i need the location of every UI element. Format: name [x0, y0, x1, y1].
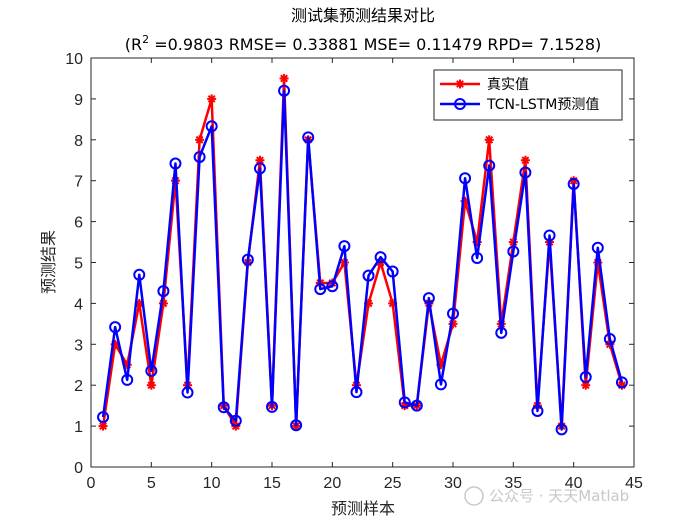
- y-tick-label: 4: [74, 296, 83, 313]
- legend-label-true: 真实值: [487, 77, 529, 93]
- y-axis-label: 预测结果: [39, 230, 58, 294]
- data-point-circle: [181, 386, 194, 399]
- x-axis-label: 预测样本: [331, 499, 395, 518]
- x-axis-ticks: 0 5 10 15 20 25 30 35 40 45: [87, 58, 643, 492]
- y-tick-label: 1: [74, 419, 83, 436]
- legend-box: [433, 69, 623, 121]
- data-point-circle: [362, 269, 375, 282]
- data-point-asterisk: [146, 380, 156, 390]
- data-point-circle: [603, 332, 616, 345]
- legend-asterisk-glyph: [455, 79, 465, 89]
- data-point-circle: [302, 131, 315, 144]
- data-point-circle: [567, 177, 580, 190]
- subtitle-metrics: =0.9803 RMSE= 0.33881 MSE= 0.11479 RPD= …: [149, 35, 601, 54]
- data-point-circle: [314, 283, 327, 296]
- data-point-circle: [217, 401, 230, 414]
- data-point-circle: [145, 364, 158, 377]
- legend-item-pred: TCN-LSTM预测值: [440, 97, 599, 113]
- plot-frame: [90, 57, 635, 468]
- y-tick-label: 2: [74, 378, 83, 395]
- data-point-circle: [253, 162, 266, 175]
- x-tick-label: 35: [504, 475, 522, 492]
- y-tick-label: 8: [74, 133, 83, 150]
- x-tick-label: 40: [565, 475, 583, 492]
- data-point-circle: [543, 229, 556, 242]
- chart-title-group: 测试集预测结果对比 (R2 =0.9803 RMSE= 0.33881 MSE=…: [125, 6, 601, 54]
- data-point-asterisk: [520, 155, 530, 165]
- data-point-circle: [290, 419, 303, 432]
- legend-swatch-true-asterisk-icon: [455, 79, 465, 89]
- data-point-circle: [266, 400, 278, 413]
- x-tick-label: 30: [444, 475, 462, 492]
- subtitle-prefix: (R: [125, 35, 142, 54]
- data-point-circle: [350, 386, 363, 399]
- data-point-circle: [531, 404, 544, 417]
- legend-item-true: 真实值: [440, 77, 529, 93]
- data-point-circle: [410, 399, 423, 412]
- subtitle-superscript: 2: [142, 33, 149, 46]
- data-point-circle: [374, 251, 387, 264]
- data-point-circle: [229, 414, 242, 427]
- watermark: 公众号 · 天天Matlab: [464, 486, 629, 506]
- data-point-circle: [519, 166, 532, 179]
- data-point-circle: [193, 150, 206, 163]
- data-point-asterisk: [207, 94, 217, 104]
- y-tick-label: 0: [74, 460, 83, 477]
- y-tick-label: 10: [65, 51, 83, 68]
- data-point-circle: [591, 241, 604, 254]
- y-tick-label: 7: [74, 174, 83, 191]
- x-tick-label: 45: [625, 475, 643, 492]
- data-point-circle: [507, 245, 520, 258]
- y-tick-label: 9: [74, 92, 83, 109]
- data-point-circle: [579, 371, 592, 384]
- x-tick-label: 10: [203, 475, 221, 492]
- data-point-circle: [434, 378, 447, 391]
- y-tick-label: 6: [74, 215, 83, 232]
- data-point-circle: [338, 240, 351, 253]
- data-point-circle: [97, 411, 110, 424]
- data-point-circle: [278, 84, 291, 97]
- data-point-asterisk: [484, 135, 494, 145]
- y-tick-label: 5: [74, 256, 83, 273]
- x-tick-label: 20: [323, 475, 341, 492]
- x-tick-label: 15: [263, 475, 281, 492]
- series-layer: [97, 73, 628, 436]
- data-point-circle: [386, 265, 399, 278]
- data-point-circle: [447, 307, 459, 320]
- data-point-circle: [495, 326, 508, 339]
- data-point-asterisk: [279, 73, 289, 83]
- data-point-circle: [459, 172, 472, 185]
- legend-swatch-pred-circle-icon: [454, 98, 466, 110]
- x-tick-label: 25: [384, 475, 402, 492]
- chart-title: 测试集预测结果对比: [291, 6, 435, 25]
- series-line: [101, 89, 624, 431]
- data-point-circle: [398, 396, 411, 409]
- data-point-asterisk: [195, 135, 205, 145]
- watermark-text: 公众号 · 天天Matlab: [489, 487, 629, 505]
- data-point-circle: [471, 252, 484, 265]
- data-point-circle: [555, 423, 568, 436]
- y-tick-label: 3: [74, 337, 83, 354]
- data-point-circle: [326, 280, 339, 293]
- data-point-circle: [121, 373, 134, 386]
- data-point-circle: [241, 253, 254, 266]
- legend: 真实值 TCN-LSTM预测值: [433, 69, 623, 121]
- data-point-circle: [422, 292, 435, 305]
- data-point-circle: [483, 159, 496, 172]
- data-point-circle: [157, 285, 170, 298]
- wechat-icon: [464, 486, 484, 506]
- data-point-circle: [109, 321, 122, 334]
- chart-subtitle: (R2 =0.9803 RMSE= 0.33881 MSE= 0.11479 R…: [125, 33, 601, 54]
- x-tick-label: 0: [87, 475, 96, 492]
- legend-label-pred: TCN-LSTM预测值: [486, 97, 599, 113]
- x-tick-label: 5: [147, 475, 156, 492]
- series-predicted-values: [97, 84, 628, 436]
- data-point-circle: [169, 157, 182, 170]
- data-point-circle: [615, 376, 628, 389]
- data-point-circle: [205, 120, 218, 133]
- data-point-circle: [133, 268, 146, 281]
